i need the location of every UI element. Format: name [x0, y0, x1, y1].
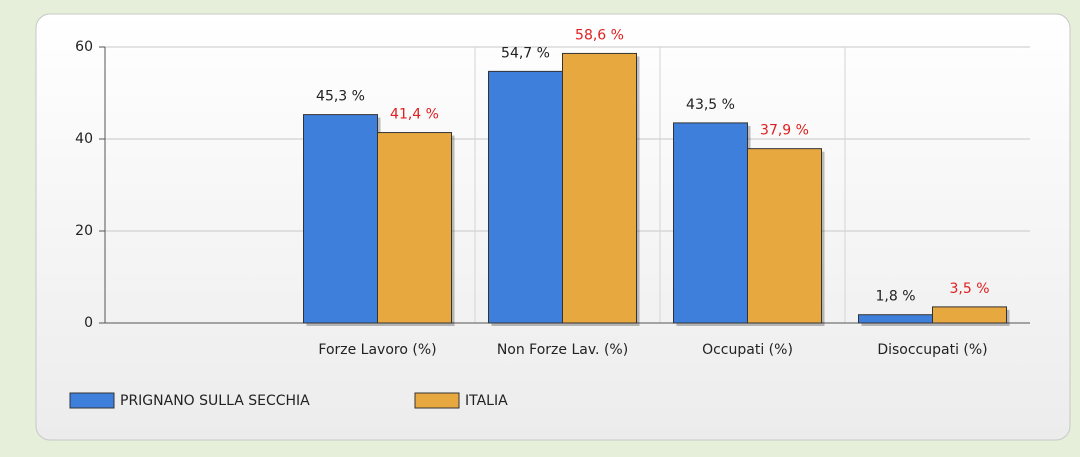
bar — [562, 52, 637, 324]
value-label: 45,3 % — [316, 89, 365, 105]
y-tick-label: 60 — [75, 39, 93, 55]
value-label: 58,6 % — [575, 27, 624, 43]
value-label: 37,9 % — [760, 123, 809, 139]
legend-label: PRIGNANO SULLA SECCHIA — [120, 393, 310, 409]
legend-swatch — [69, 392, 115, 409]
value-label: 54,7 % — [501, 45, 550, 61]
bar — [858, 314, 933, 324]
value-label: 43,5 % — [686, 97, 735, 113]
y-tick-label: 0 — [84, 315, 93, 331]
legend-swatch — [414, 392, 460, 409]
bar — [488, 70, 563, 324]
bar — [932, 306, 1007, 324]
bar — [303, 114, 378, 324]
y-tick-label: 20 — [75, 223, 93, 239]
bar — [747, 148, 822, 324]
x-tick-label: Disoccupati (%) — [877, 342, 987, 358]
value-label: 41,4 % — [390, 107, 439, 123]
bar — [673, 122, 748, 324]
legend-label: ITALIA — [465, 393, 508, 409]
value-label: 3,5 % — [949, 281, 989, 297]
bar — [377, 132, 452, 324]
x-tick-label: Forze Lavoro (%) — [318, 342, 436, 358]
x-tick-label: Non Forze Lav. (%) — [497, 342, 628, 358]
value-label: 1,8 % — [875, 289, 915, 305]
y-tick-label: 40 — [75, 131, 93, 147]
x-tick-label: Occupati (%) — [702, 342, 793, 358]
